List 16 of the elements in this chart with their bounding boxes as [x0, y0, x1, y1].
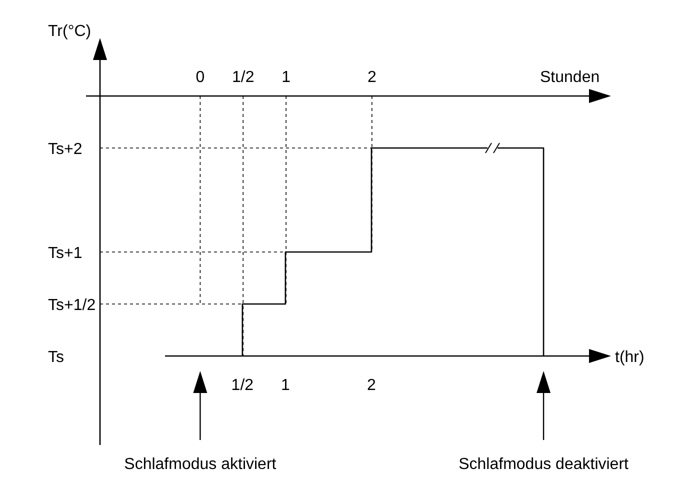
ref-line-label: Ts+2	[48, 141, 82, 158]
x2-tick-label: 2	[367, 69, 376, 86]
text: Ts	[48, 349, 64, 366]
x-tick-label: 2	[367, 377, 376, 394]
x2-tick-label: 0	[196, 69, 205, 86]
x-axis-title: t(hr)	[615, 349, 644, 366]
x-tick-label: 1	[280, 377, 290, 394]
ref-line-label: Ts+1	[48, 245, 82, 262]
x2-tick-label: 1/2	[232, 69, 254, 86]
x2-axis-title: Stunden	[540, 69, 600, 86]
text: Schlafmodus aktiviert	[124, 456, 277, 473]
x-tick-label: 1/2	[231, 377, 254, 394]
ref-line-label: Ts+1/2	[48, 297, 96, 314]
x2-tick-label: 1	[282, 69, 291, 86]
text: Schlafmodus deaktiviert	[458, 456, 630, 473]
y-axis-title: Tr(°C)	[48, 23, 92, 40]
